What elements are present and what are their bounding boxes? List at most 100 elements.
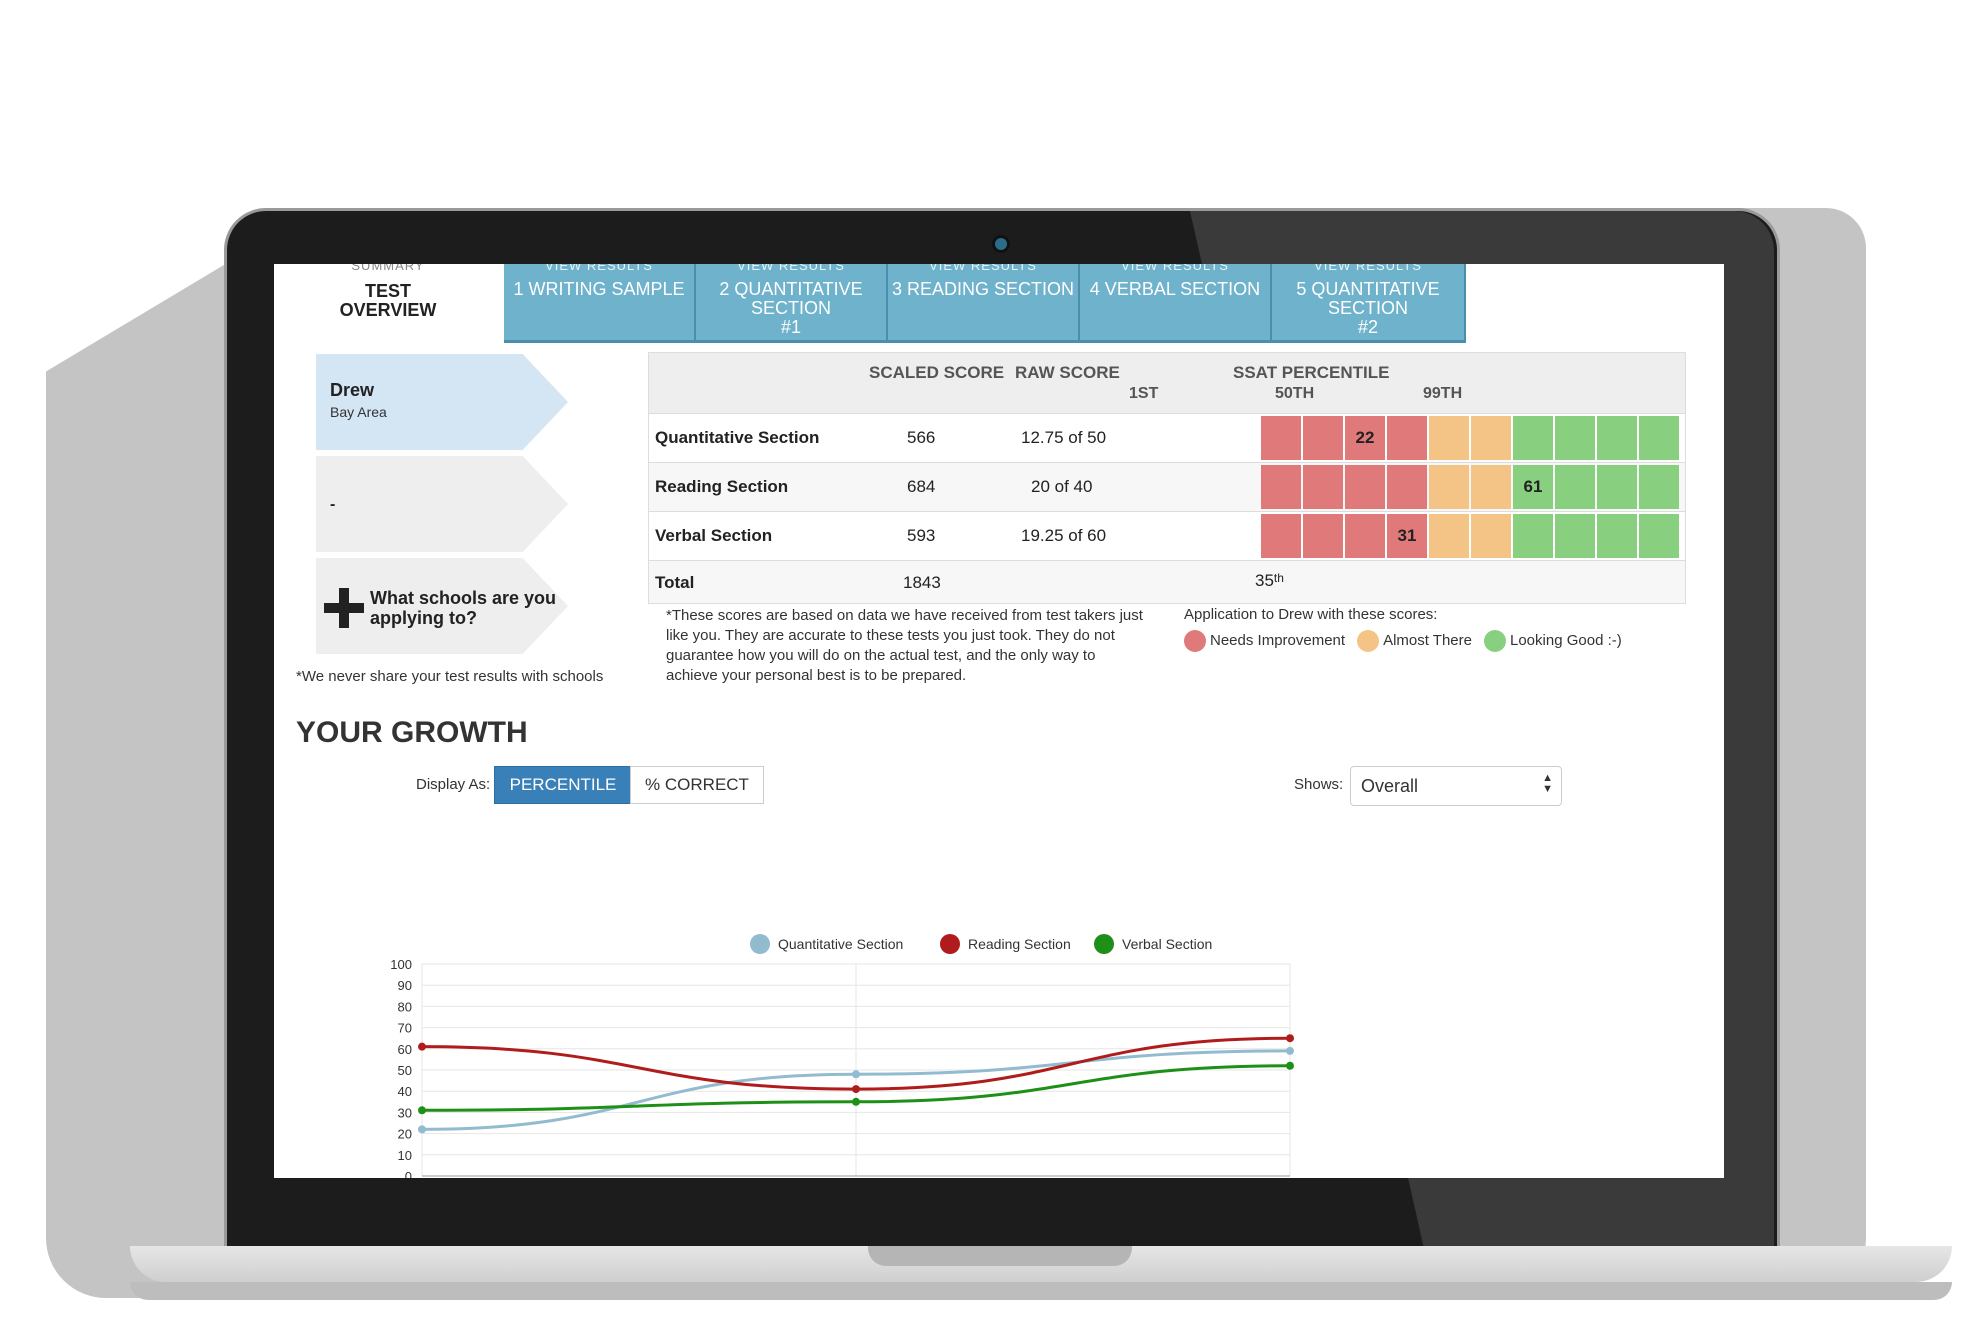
row-raw: 20 of 40 [1031, 477, 1093, 496]
data-point [852, 1097, 860, 1106]
tab-label: 4 VERBAL SECTION [1089, 279, 1261, 299]
percentile-marker: 61 [1513, 465, 1553, 509]
tab-view-results: VIEW RESULTS [1314, 264, 1422, 272]
header-50th: 50TH [1275, 385, 1315, 402]
percentile-segment [1345, 514, 1385, 558]
legend-almost-there: Almost There [1357, 630, 1472, 652]
legend-dot-green [1484, 630, 1506, 652]
tab-overview-line2: OVERVIEW [339, 300, 437, 320]
tab-overview-line1: TEST [364, 281, 411, 301]
legend-label: Quantitative Section [778, 936, 903, 952]
y-tick-label: 30 [398, 1105, 412, 1120]
student-region: Bay Area [330, 404, 387, 420]
score-table-header: SCALED SCORE RAW SCORE SSAT PERCENTILE 1… [649, 353, 1685, 413]
percentile-segment [1429, 465, 1469, 509]
total-label: Total [655, 573, 695, 592]
tab-view-results: VIEW RESULTS [545, 264, 653, 272]
student-name: Drew [330, 380, 375, 400]
application-heading: Application to Drew with these scores: [1184, 606, 1438, 623]
display-as-label: Display As: [416, 776, 491, 793]
tab-view-results: VIEW RESULTS [737, 264, 845, 272]
percentile-segment [1303, 514, 1343, 558]
tab-test-overview[interactable]: SUMMARY TEST OVERVIEW [274, 264, 502, 342]
y-tick-label: 90 [398, 978, 412, 993]
shows-label: Shows: [1294, 776, 1344, 793]
score-disclaimer: *These scores are based on data we have … [666, 607, 1143, 684]
legend-label: Looking Good :-) [1510, 631, 1622, 649]
tab-label: 5 QUANTITATIVE SECTION [1296, 279, 1440, 318]
tab-quantitative-1[interactable]: VIEW RESULTS 2 QUANTITATIVE SECTION #1 [696, 264, 888, 343]
percentile-segment [1471, 465, 1511, 509]
legend-looking-good: Looking Good :-) [1484, 630, 1622, 652]
legend-marker [1094, 934, 1114, 954]
tab-verbal[interactable]: VIEW RESULTS 4 VERBAL SECTION [1080, 264, 1272, 343]
percentile-segment [1597, 465, 1637, 509]
percentile-marker: 22 [1345, 416, 1385, 460]
data-point [852, 1085, 860, 1094]
percentile-segment [1513, 416, 1553, 460]
data-point [418, 1106, 426, 1115]
legend-label: Almost There [1383, 631, 1472, 649]
total-percentile-suffix: th [1273, 571, 1284, 585]
tab-label-2: #2 [1357, 317, 1379, 337]
tab-label: 1 WRITING SAMPLE [513, 279, 685, 299]
growth-title: YOUR GROWTH [296, 716, 528, 749]
tab-overview-small: SUMMARY [351, 264, 425, 272]
row-scaled: 684 [907, 477, 936, 496]
row-scaled: 566 [907, 428, 936, 447]
student-card-drew[interactable]: Drew Bay Area [316, 354, 568, 450]
camera-icon [995, 238, 1007, 250]
tab-quantitative-2[interactable]: VIEW RESULTS 5 QUANTITATIVE SECTION #2 [1272, 264, 1466, 343]
percentile-segment [1639, 416, 1679, 460]
percentile-segment [1639, 465, 1679, 509]
header-99th: 99TH [1423, 385, 1463, 402]
row-raw: 19.25 of 60 [1021, 526, 1107, 545]
laptop-notch [868, 1246, 1132, 1266]
plus-icon [324, 588, 364, 628]
student-card-bg [316, 354, 568, 450]
tab-label: 3 READING SECTION [891, 279, 1075, 299]
total-percentile-value: 35 [1255, 571, 1274, 590]
empty-placeholder: - [330, 496, 336, 513]
y-tick-label: 20 [398, 1127, 412, 1142]
tab-label-2: #1 [780, 317, 802, 337]
legend-needs-improvement: Needs Improvement [1184, 630, 1345, 652]
tab-reading[interactable]: VIEW RESULTS 3 READING SECTION [888, 264, 1080, 343]
growth-chart-svg: 0102030405060708090100Upper #1Upper #2Up… [390, 934, 1294, 1178]
total-scaled: 1843 [903, 573, 941, 592]
student-card-empty[interactable]: - [316, 456, 568, 552]
y-tick-label: 0 [405, 1169, 412, 1178]
tab-label: 2 QUANTITATIVE SECTION [719, 279, 863, 318]
table-row-verbal: Verbal Section 593 19.25 of 60 31 [649, 511, 1685, 561]
percentile-segment [1555, 416, 1595, 460]
schools-prompt-line2: applying to? [370, 608, 477, 628]
percentile-segment [1555, 465, 1595, 509]
laptop-foot [130, 1282, 1952, 1300]
percentile-toggle-button[interactable]: PERCENTILE [494, 766, 632, 804]
percentile-segment [1303, 465, 1343, 509]
table-row-reading: Reading Section 684 20 of 40 61 [649, 462, 1685, 512]
table-row-quantitative: Quantitative Section 566 12.75 of 50 22 [649, 413, 1685, 463]
data-point [418, 1042, 426, 1051]
tab-view-results: VIEW RESULTS [1121, 264, 1229, 272]
privacy-note: *We never share your test results with s… [296, 668, 604, 685]
schools-prompt-line1: What schools are you [370, 588, 557, 608]
percentile-segment [1261, 465, 1301, 509]
header-scaled-score: SCALED SCORE [869, 363, 1005, 382]
results-tabs: SUMMARY TEST OVERVIEW VIEW RESULTS 1 WRI… [274, 264, 1724, 343]
shows-select[interactable]: Overall ▲ ▼ [1350, 766, 1562, 806]
percentile-marker: 31 [1387, 514, 1427, 558]
percent-correct-toggle-button[interactable]: % CORRECT [630, 766, 764, 804]
tab-writing-sample[interactable]: VIEW RESULTS 1 WRITING SAMPLE [504, 264, 696, 343]
percentile-segment [1597, 514, 1637, 558]
legend-label: Verbal Section [1122, 936, 1212, 952]
y-tick-label: 100 [390, 957, 412, 972]
header-ssat-percentile: SSAT PERCENTILE [1233, 363, 1390, 382]
legend-label: Reading Section [968, 936, 1071, 952]
growth-chart: 0102030405060708090100Upper #1Upper #2Up… [274, 834, 1724, 1178]
percentile-segment [1261, 416, 1301, 460]
application-legend: Needs Improvement Almost There Looking G… [1184, 630, 1622, 652]
percentile-bar: 22 [1261, 416, 1679, 460]
legend-dot-orange [1357, 630, 1380, 652]
add-schools-button[interactable]: What schools are you applying to? [316, 558, 568, 654]
